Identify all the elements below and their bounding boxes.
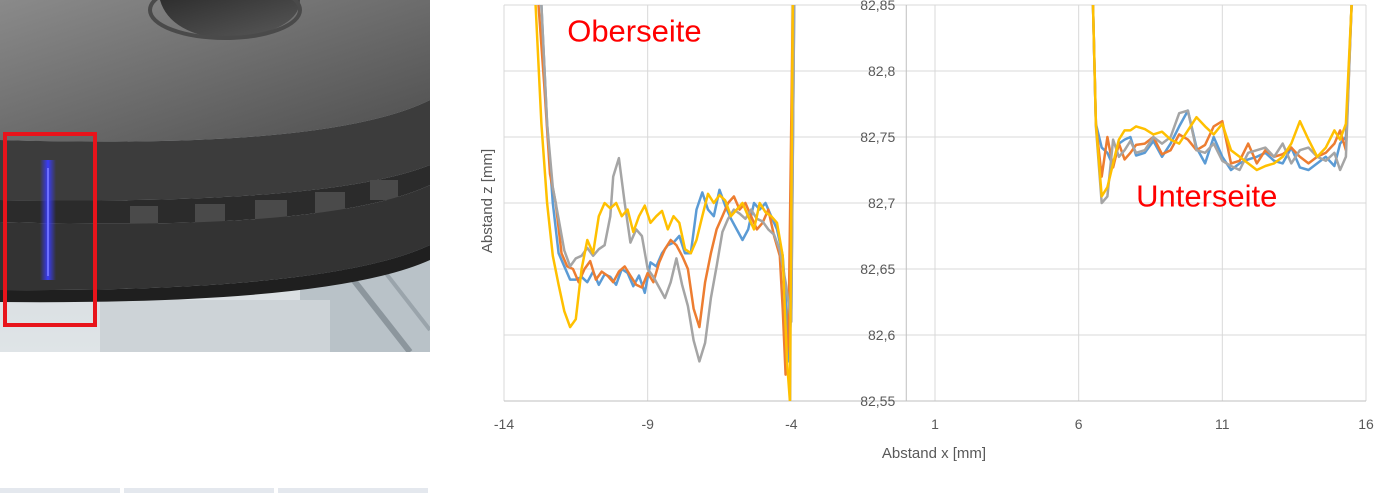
hub-ring-shape — [148, 0, 302, 40]
y-tick-label: 82,55 — [860, 393, 895, 409]
x-tick-label: -4 — [785, 416, 798, 432]
vent-block-shape — [255, 200, 287, 222]
annotation-label: Unterseite — [1136, 178, 1277, 213]
x-tick-label: 6 — [1075, 416, 1083, 432]
profile-chart: 82,55 82,6 82,65 82,7 82,75 82,8 82,85 -14 -9 -4… — [479, 0, 1374, 462]
x-tick-label: 1 — [931, 416, 939, 432]
disc-upper-edge-shape — [0, 100, 430, 201]
annotation-label: Oberseite — [567, 13, 701, 48]
strip-segment — [0, 488, 120, 493]
series-line — [534, 4, 1353, 401]
y-tick-label: 82,8 — [868, 63, 895, 79]
y-tick-label: 82,75 — [860, 129, 895, 145]
strip-segment — [124, 488, 274, 493]
y-axis-label: Abstand z [mm] — [479, 149, 496, 253]
disc-lower-edge-shape — [0, 185, 430, 291]
disc-face-shape — [0, 0, 430, 142]
x-tick-label: 16 — [1358, 416, 1374, 432]
y-tick-label: 82,6 — [868, 327, 895, 343]
disc-bottom-shape — [0, 245, 430, 303]
x-tick-label: -14 — [494, 416, 514, 432]
annotations: Oberseite Unterseite — [567, 13, 1277, 213]
x-tick-label: 11 — [1215, 416, 1230, 432]
vent-block-shape — [370, 180, 398, 200]
measurement-area-box — [3, 132, 97, 327]
y-tick-label: 82,7 — [868, 195, 895, 211]
vent-block-shape — [130, 206, 158, 226]
x-tick-labels: -14 -9 -4 1 6 11 16 — [494, 416, 1374, 432]
floor-shape — [100, 300, 330, 352]
y-tick-label: 82,85 — [860, 0, 895, 13]
disc-hub-shape — [160, 0, 300, 40]
y-tick-labels: 82,55 82,6 82,65 82,7 82,75 82,8 82,85 — [860, 0, 895, 409]
series-group — [534, 4, 1353, 401]
strip-segment — [278, 488, 428, 493]
x-tick-label: -9 — [641, 416, 654, 432]
vent-block-shape — [315, 192, 345, 214]
brake-disc-photo — [0, 0, 430, 352]
bottom-strip — [0, 488, 430, 493]
vent-blocks — [130, 180, 398, 226]
vent-block-shape — [195, 204, 225, 226]
y-tick-label: 82,65 — [860, 261, 895, 277]
x-axis-label: Abstand x [mm] — [882, 445, 986, 462]
